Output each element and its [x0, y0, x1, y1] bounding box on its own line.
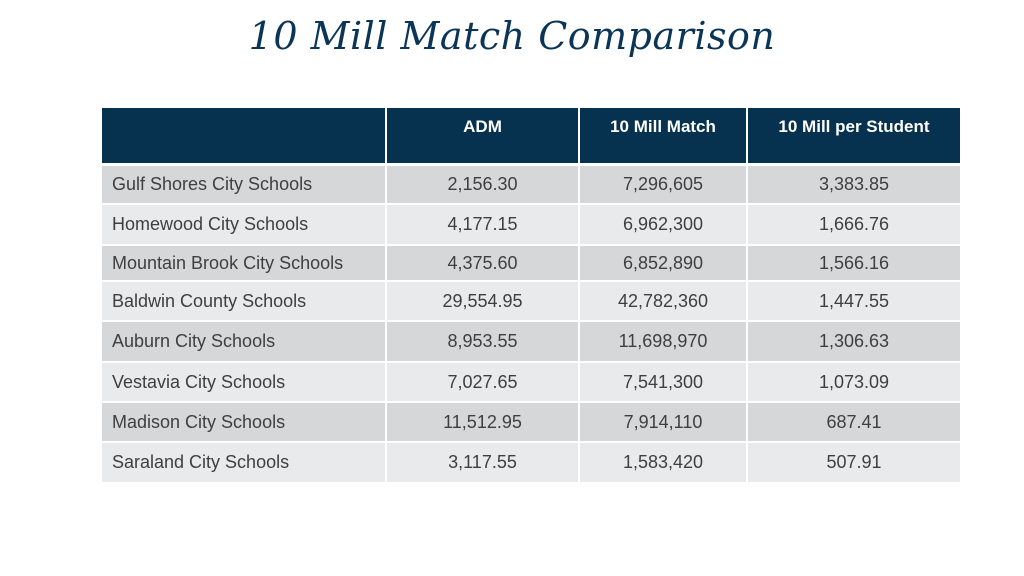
- table-row: Homewood City Schools 4,177.15 6,962,300…: [102, 204, 960, 246]
- per-student-cell: 1,073.09: [747, 362, 960, 403]
- table-row: Mountain Brook City Schools 4,375.60 6,8…: [102, 245, 960, 282]
- header-cell-district: [102, 108, 387, 164]
- mill-match-cell: 7,296,605: [579, 164, 748, 205]
- comparison-table-container: ADM 10 Mill Match 10 Mill per Student Gu…: [102, 108, 960, 484]
- district-name-cell: Auburn City Schools: [102, 321, 387, 363]
- per-student-cell: 1,566.16: [747, 245, 960, 282]
- table-row: Gulf Shores City Schools 2,156.30 7,296,…: [102, 164, 960, 205]
- adm-cell: 8,953.55: [386, 321, 580, 363]
- mill-match-cell: 7,541,300: [579, 362, 748, 403]
- mill-match-cell: 42,782,360: [579, 281, 748, 322]
- per-student-cell: 687.41: [747, 402, 960, 443]
- per-student-cell: 507.91: [747, 442, 960, 484]
- adm-cell: 4,177.15: [386, 204, 580, 246]
- table-header-row: ADM 10 Mill Match 10 Mill per Student: [102, 108, 960, 164]
- per-student-cell: 3,383.85: [747, 164, 960, 205]
- table-row: Auburn City Schools 8,953.55 11,698,970 …: [102, 321, 960, 363]
- district-name-cell: Saraland City Schools: [102, 442, 387, 484]
- adm-cell: 4,375.60: [386, 245, 580, 282]
- slide-title: 10 Mill Match Comparison: [248, 14, 776, 58]
- adm-cell: 2,156.30: [386, 164, 580, 205]
- district-name-cell: Baldwin County Schools: [102, 281, 387, 322]
- district-name-cell: Mountain Brook City Schools: [102, 245, 387, 282]
- adm-cell: 7,027.65: [386, 362, 580, 403]
- district-name-cell: Madison City Schools: [102, 402, 387, 443]
- adm-cell: 11,512.95: [386, 402, 580, 443]
- mill-match-cell: 6,962,300: [579, 204, 748, 246]
- adm-cell: 29,554.95: [386, 281, 580, 322]
- per-student-cell: 1,306.63: [747, 321, 960, 363]
- comparison-table: ADM 10 Mill Match 10 Mill per Student Gu…: [102, 108, 960, 484]
- district-name-cell: Gulf Shores City Schools: [102, 164, 387, 205]
- table-row: Vestavia City Schools 7,027.65 7,541,300…: [102, 362, 960, 403]
- mill-match-cell: 6,852,890: [579, 245, 748, 282]
- header-cell-10-mill-per-student: 10 Mill per Student: [747, 108, 960, 164]
- mill-match-cell: 7,914,110: [579, 402, 748, 443]
- table-row: Madison City Schools 11,512.95 7,914,110…: [102, 402, 960, 443]
- table-row: Saraland City Schools 3,117.55 1,583,420…: [102, 442, 960, 484]
- header-cell-10-mill-match: 10 Mill Match: [579, 108, 748, 164]
- per-student-cell: 1,666.76: [747, 204, 960, 246]
- mill-match-cell: 11,698,970: [579, 321, 748, 363]
- table-row: Baldwin County Schools 29,554.95 42,782,…: [102, 281, 960, 322]
- mill-match-cell: 1,583,420: [579, 442, 748, 484]
- district-name-cell: Vestavia City Schools: [102, 362, 387, 403]
- district-name-cell: Homewood City Schools: [102, 204, 387, 246]
- per-student-cell: 1,447.55: [747, 281, 960, 322]
- adm-cell: 3,117.55: [386, 442, 580, 484]
- header-cell-adm: ADM: [386, 108, 580, 164]
